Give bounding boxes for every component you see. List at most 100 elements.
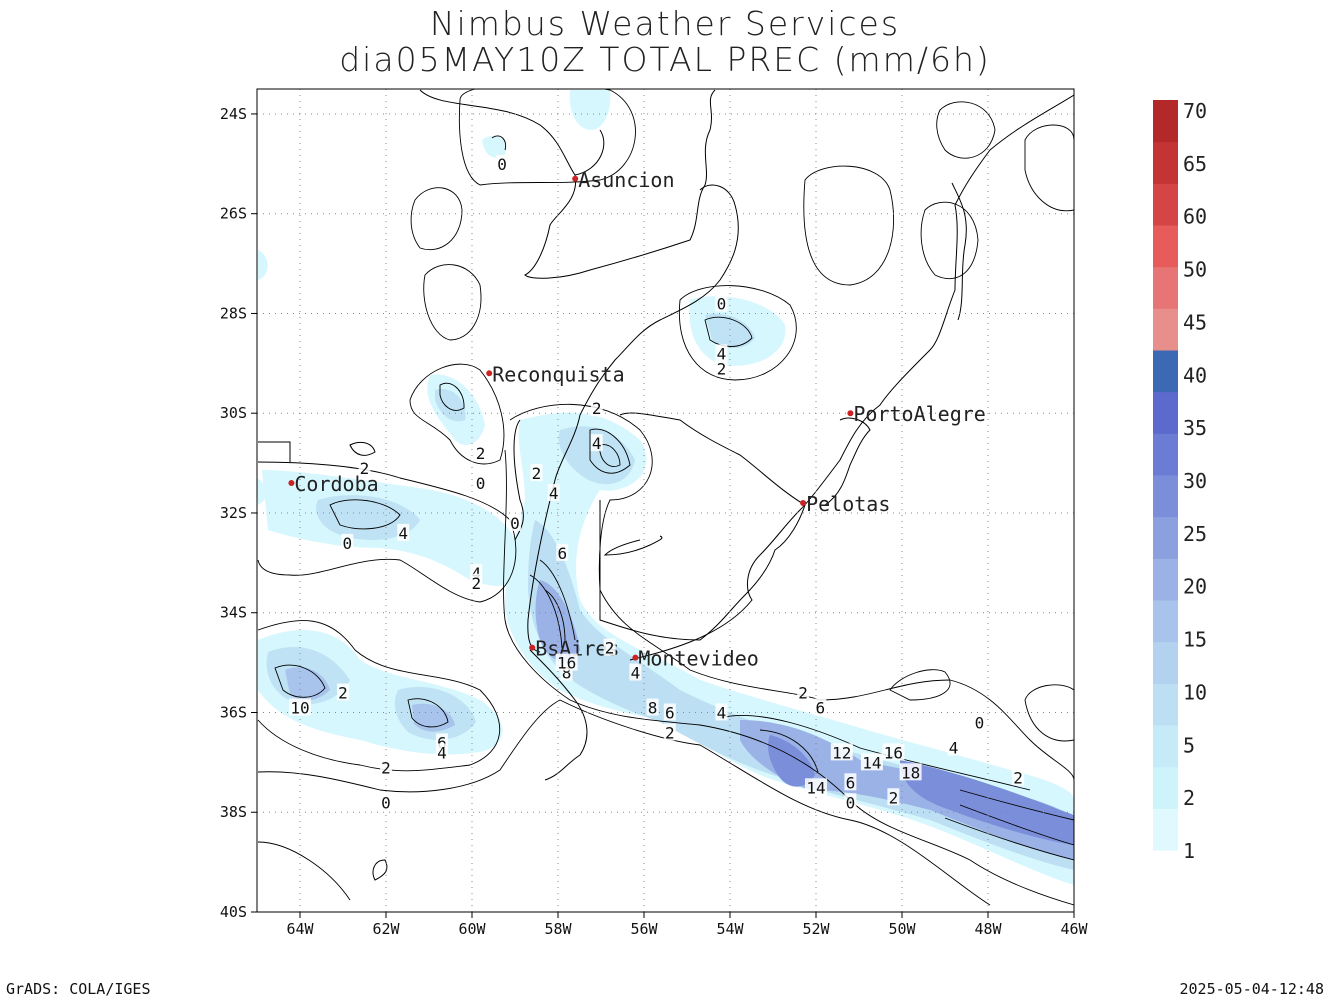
contour-label: 4 <box>717 703 727 722</box>
city-label: PortoAlegre <box>853 402 985 426</box>
lon-tick-label: 46W <box>1060 920 1088 938</box>
contour-label: 4 <box>398 524 408 543</box>
legend-label: 65 <box>1183 152 1207 176</box>
city-label: Pelotas <box>806 492 890 516</box>
city-dot <box>288 480 295 487</box>
latitude-axis: 24S 26S 28S 30S 32S 34S 36S 38S 40S <box>220 105 257 921</box>
legend-swatch <box>1153 391 1178 434</box>
precip-contours <box>257 89 1074 906</box>
contour-label-bg <box>590 434 603 452</box>
lat-tick-label: 38S <box>220 803 247 821</box>
city-dot <box>800 499 807 506</box>
legend-swatch <box>1153 141 1178 184</box>
legend-swatch <box>1153 808 1178 851</box>
contour-label-bg <box>887 788 900 806</box>
longitude-axis: 64W 62W 60W 58W 56W 54W 52W 50W 48W 46W <box>286 912 1089 938</box>
contour-label: 4 <box>949 738 959 757</box>
lon-tick-label: 56W <box>630 920 658 938</box>
contour-label: 2 <box>338 684 348 703</box>
legend-swatch <box>1153 766 1178 809</box>
lat-tick-label: 34S <box>220 604 247 622</box>
contour-label-bg <box>470 573 483 591</box>
lat-tick-label: 36S <box>220 703 247 721</box>
contour-label: 6 <box>557 544 567 563</box>
contour-label: 16 <box>557 654 576 673</box>
contour-label-bg <box>289 698 311 716</box>
contour-label: 2 <box>717 359 727 378</box>
contour-label-bg <box>556 543 569 561</box>
contour-label-bg <box>663 703 676 721</box>
city-label: Reconquista <box>492 362 624 386</box>
lat-tick-label: 30S <box>220 404 247 422</box>
legend-label: 5 <box>1183 733 1195 757</box>
legend-swatch <box>1153 475 1178 518</box>
contour-label-bg <box>380 793 392 811</box>
map-title: Nimbus Weather Services <box>429 4 901 43</box>
contour-label-bg <box>814 698 827 716</box>
contour-label-bg <box>797 683 810 701</box>
contour-label: 10 <box>290 698 309 717</box>
contour-label-bg <box>882 743 905 761</box>
legend-label: 25 <box>1183 522 1207 546</box>
contour-label: 6 <box>665 703 675 722</box>
contour-label-bg <box>358 459 371 477</box>
map-frame <box>256 88 1075 913</box>
contour-label: 0 <box>497 155 507 174</box>
legend-label: 1 <box>1183 839 1195 863</box>
contour-label: 14 <box>862 753 881 772</box>
contour-label: 12 <box>832 743 851 762</box>
contour-label-bg <box>474 444 487 462</box>
contour-label-bg <box>1012 768 1025 786</box>
contour-label: 0 <box>717 294 727 313</box>
contour-label: 2 <box>889 788 899 807</box>
legend-swatch <box>1153 558 1178 601</box>
contour-label: 0 <box>342 534 352 553</box>
contour-label-bg <box>555 653 578 671</box>
city-label: Montevideo <box>638 647 758 671</box>
contour-label-bg <box>435 743 448 761</box>
contour-label: 2 <box>476 444 486 463</box>
city-dot <box>529 644 536 651</box>
contour-label: 2 <box>665 723 675 742</box>
legend-label: 70 <box>1183 99 1207 123</box>
lon-tick-label: 54W <box>716 920 744 938</box>
contour-label-bg <box>341 533 354 551</box>
legend-label: 60 <box>1183 205 1207 229</box>
legend-swatch <box>1153 266 1178 309</box>
legend-label: 2 <box>1183 786 1195 810</box>
contour-label: 4 <box>631 664 641 683</box>
contour-label-bg <box>830 743 853 761</box>
contour-label: 0 <box>510 514 520 533</box>
contour-label-bg <box>646 698 659 716</box>
contour-label-bg <box>397 523 410 541</box>
legend-swatch <box>1153 516 1178 559</box>
lon-tick-label: 64W <box>286 920 314 938</box>
lon-tick-label: 58W <box>544 920 572 938</box>
contour-label: 14 <box>806 778 825 797</box>
legend-swatch <box>1153 225 1178 268</box>
legend-swatch <box>1153 308 1178 351</box>
lon-tick-label: 48W <box>974 920 1002 938</box>
map-subtitle: dia05MAY10Z TOTAL PREC (mm/6h) <box>339 40 991 79</box>
lat-tick-label: 32S <box>220 504 247 522</box>
city-markers: AsuncionReconquistaPortoAlegreCordobaPel… <box>288 168 986 671</box>
contour-label: 2 <box>605 639 615 658</box>
contour-label-bg <box>590 399 603 417</box>
contour-label: 0 <box>846 793 856 812</box>
contour-label: 18 <box>901 763 920 782</box>
legend-swatch <box>1153 433 1178 476</box>
contour-label: 0 <box>476 474 486 493</box>
legend-label: 45 <box>1183 310 1207 334</box>
legend-swatch <box>1153 350 1178 393</box>
lat-tick-label: 28S <box>220 304 247 322</box>
legend-label: 30 <box>1183 469 1207 493</box>
coastlines-borders <box>258 89 1074 881</box>
city-dot <box>572 175 579 182</box>
legend-swatch <box>1153 725 1178 768</box>
contour-label-bg <box>380 758 392 776</box>
contour-label-bg <box>973 713 986 731</box>
contour-label: 2 <box>381 758 391 777</box>
city-dot <box>847 410 854 417</box>
contour-label: 0 <box>381 793 391 812</box>
